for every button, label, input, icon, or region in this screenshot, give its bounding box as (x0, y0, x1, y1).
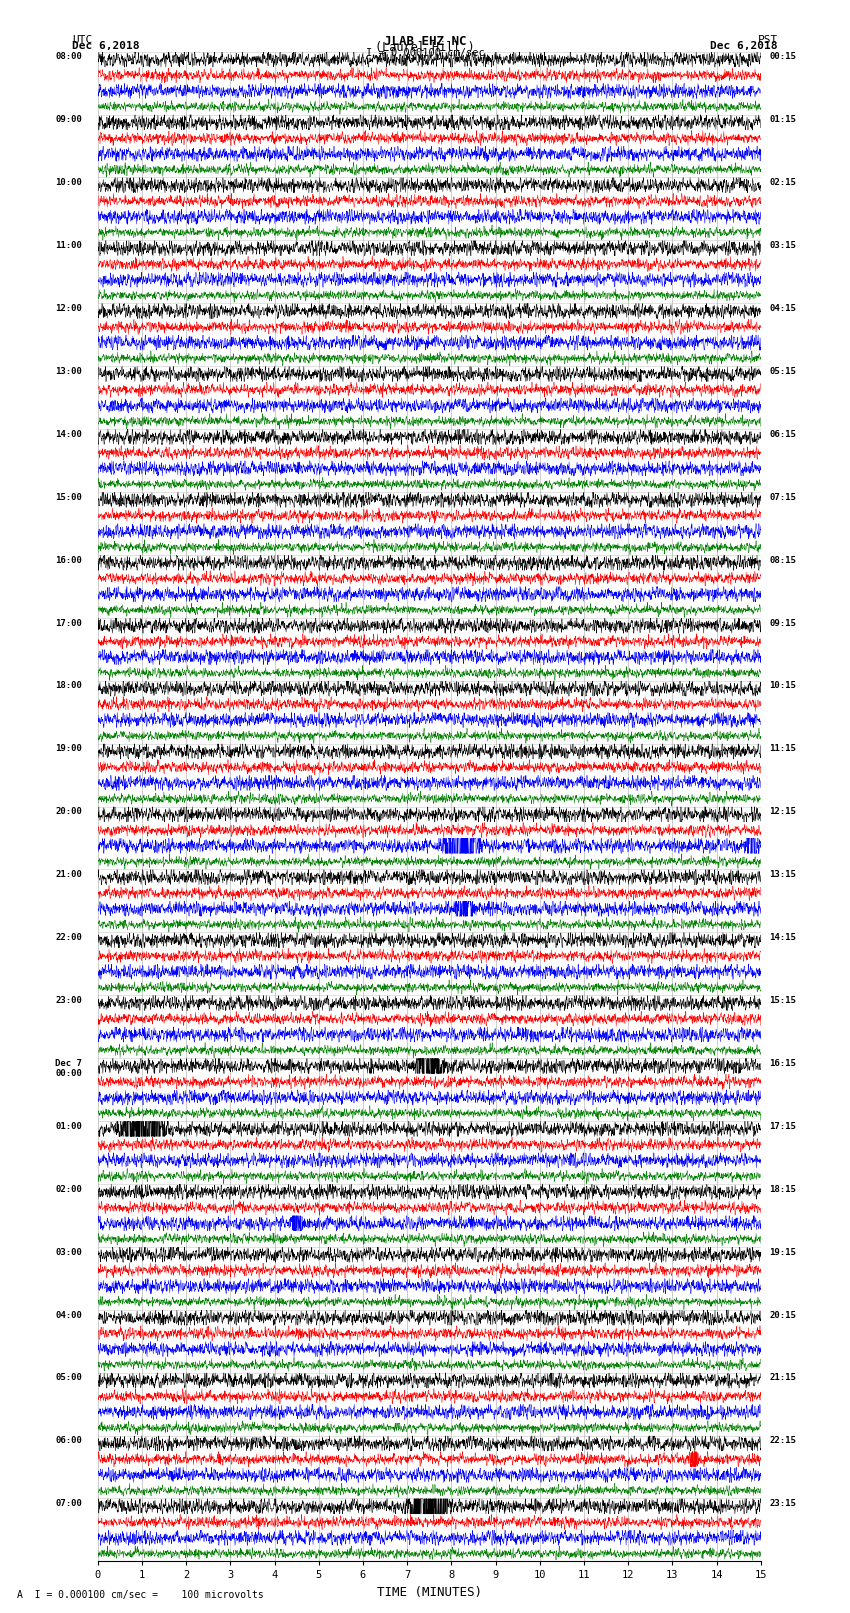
Text: 05:00: 05:00 (55, 1373, 82, 1382)
Text: 19:15: 19:15 (769, 1247, 796, 1257)
Text: 10:00: 10:00 (55, 177, 82, 187)
Text: 06:00: 06:00 (55, 1436, 82, 1445)
Text: 16:00: 16:00 (55, 555, 82, 565)
Text: 15:00: 15:00 (55, 492, 82, 502)
Text: 21:15: 21:15 (769, 1373, 796, 1382)
Text: 18:15: 18:15 (769, 1184, 796, 1194)
Text: 23:00: 23:00 (55, 995, 82, 1005)
Text: 00:00: 00:00 (55, 1069, 82, 1077)
Text: 18:00: 18:00 (55, 681, 82, 690)
Text: 10:15: 10:15 (769, 681, 796, 690)
Text: 20:00: 20:00 (55, 806, 82, 816)
Text: 12:15: 12:15 (769, 806, 796, 816)
Text: 16:15: 16:15 (769, 1058, 796, 1068)
Text: 14:00: 14:00 (55, 429, 82, 439)
Text: 21:00: 21:00 (55, 869, 82, 879)
Text: 12:00: 12:00 (55, 303, 82, 313)
Text: 02:00: 02:00 (55, 1184, 82, 1194)
Text: 09:00: 09:00 (55, 115, 82, 124)
Text: 03:00: 03:00 (55, 1247, 82, 1257)
Text: 14:15: 14:15 (769, 932, 796, 942)
Text: A  I = 0.000100 cm/sec =    100 microvolts: A I = 0.000100 cm/sec = 100 microvolts (17, 1590, 264, 1600)
Text: Dec 6,2018: Dec 6,2018 (711, 40, 778, 52)
Text: 13:00: 13:00 (55, 366, 82, 376)
Text: 04:15: 04:15 (769, 303, 796, 313)
Text: 22:00: 22:00 (55, 932, 82, 942)
Text: 20:15: 20:15 (769, 1310, 796, 1319)
Text: 15:15: 15:15 (769, 995, 796, 1005)
Text: 11:00: 11:00 (55, 240, 82, 250)
Text: I = 0.000100 cm/sec: I = 0.000100 cm/sec (366, 47, 484, 58)
Text: 03:15: 03:15 (769, 240, 796, 250)
Text: 07:15: 07:15 (769, 492, 796, 502)
Text: 19:00: 19:00 (55, 744, 82, 753)
Text: Dec 6,2018: Dec 6,2018 (72, 40, 139, 52)
Text: UTC: UTC (72, 35, 93, 45)
Text: 01:00: 01:00 (55, 1121, 82, 1131)
X-axis label: TIME (MINUTES): TIME (MINUTES) (377, 1586, 482, 1598)
Text: 23:15: 23:15 (769, 1498, 796, 1508)
Text: 17:15: 17:15 (769, 1121, 796, 1131)
Text: (Laurel Hill ): (Laurel Hill ) (375, 40, 475, 55)
Text: 22:15: 22:15 (769, 1436, 796, 1445)
Text: 02:15: 02:15 (769, 177, 796, 187)
Text: 17:00: 17:00 (55, 618, 82, 627)
Text: 13:15: 13:15 (769, 869, 796, 879)
Text: 07:00: 07:00 (55, 1498, 82, 1508)
Text: 09:15: 09:15 (769, 618, 796, 627)
Text: 05:15: 05:15 (769, 366, 796, 376)
Text: 08:15: 08:15 (769, 555, 796, 565)
Text: 06:15: 06:15 (769, 429, 796, 439)
Text: 04:00: 04:00 (55, 1310, 82, 1319)
Text: JLAB EHZ NC: JLAB EHZ NC (383, 35, 467, 48)
Text: 11:15: 11:15 (769, 744, 796, 753)
Text: PST: PST (757, 35, 778, 45)
Text: 01:15: 01:15 (769, 115, 796, 124)
Text: 08:00: 08:00 (55, 52, 82, 61)
Text: 00:15: 00:15 (769, 52, 796, 61)
Text: Dec 7: Dec 7 (55, 1058, 82, 1068)
